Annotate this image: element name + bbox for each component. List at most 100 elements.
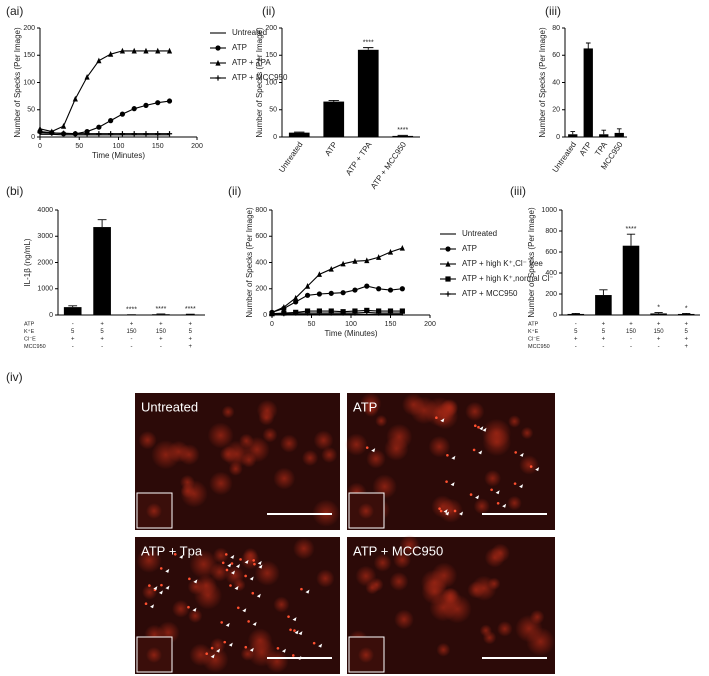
bar <box>583 48 593 137</box>
series-line <box>39 50 170 133</box>
arrowhead <box>502 503 507 508</box>
marker <box>376 286 382 292</box>
y-tick-label: 1000 <box>37 286 53 293</box>
arrowhead <box>244 559 249 564</box>
y-tick-label: 80 <box>552 25 560 32</box>
arrowhead <box>257 560 262 565</box>
x-tick-label: Untreated <box>277 140 305 174</box>
y-tick-label: 400 <box>255 259 267 266</box>
speck <box>300 587 303 591</box>
marker <box>304 310 311 316</box>
significance: **** <box>126 307 137 314</box>
significance: * <box>685 305 688 312</box>
x-tick-label: 50 <box>75 143 83 150</box>
speck <box>439 509 443 513</box>
marker <box>155 131 161 137</box>
cell <box>482 630 497 645</box>
x-tick-label: 100 <box>113 143 125 150</box>
marker <box>131 47 137 54</box>
condition-value: - <box>72 344 74 350</box>
speck <box>188 577 191 581</box>
x-tick-label: 0 <box>38 143 42 150</box>
speck <box>244 645 248 649</box>
cell <box>484 469 502 487</box>
y-axis-label: Number of Specks (Per Image) <box>538 27 547 138</box>
cell <box>221 405 235 419</box>
speck <box>312 641 316 645</box>
speck <box>496 502 500 505</box>
bar <box>181 314 200 315</box>
condition-value: + <box>602 322 606 328</box>
y-tick-label: 60 <box>552 52 560 59</box>
cell <box>313 430 334 451</box>
marker <box>376 254 382 260</box>
condition-value: 150 <box>626 329 637 335</box>
y-tick-label: 800 <box>255 207 267 214</box>
marker <box>328 310 334 316</box>
x-tick-label: 200 <box>191 143 203 150</box>
y-axis-label: Number of Specks (Per Image) <box>245 207 254 318</box>
marker <box>281 304 287 310</box>
arrowhead <box>475 495 480 500</box>
arrowhead <box>482 427 487 432</box>
condition-value: - <box>630 337 632 343</box>
arrowhead <box>440 418 445 423</box>
condition-value: 5 <box>602 329 606 335</box>
cell <box>473 498 490 515</box>
cell <box>375 414 388 427</box>
speck <box>148 584 151 587</box>
marker <box>131 106 137 112</box>
speck <box>291 654 295 657</box>
x-axis-label: Time (Minutes) <box>92 151 145 160</box>
y-tick-label: 100 <box>265 79 277 86</box>
condition-name: ATP <box>24 321 35 327</box>
speck <box>244 574 247 578</box>
y-tick-label: 200 <box>23 25 35 32</box>
marker <box>399 244 405 251</box>
condition-value: + <box>71 337 75 343</box>
speck <box>529 465 533 468</box>
condition-value: - <box>72 322 74 328</box>
arrowhead <box>292 617 297 622</box>
arrowhead <box>234 586 239 591</box>
y-tick-label: 0 <box>263 312 267 319</box>
x-tick-label: ATP + TPA <box>344 140 374 177</box>
y-tick-label: 1000 <box>541 207 557 214</box>
speck <box>477 425 480 429</box>
condition-name: K⁺E <box>528 328 539 335</box>
arrowhead <box>225 622 230 627</box>
arrowhead <box>179 554 184 559</box>
marker <box>340 310 346 316</box>
cell <box>279 434 299 453</box>
arrowhead <box>165 585 170 590</box>
error-bar <box>363 47 374 50</box>
marker <box>364 309 370 315</box>
marker <box>72 131 78 137</box>
arrowhead <box>451 455 456 460</box>
cell <box>496 621 513 637</box>
error-bar <box>570 131 576 135</box>
y-tick-label: 50 <box>269 107 277 114</box>
marker <box>119 111 126 117</box>
speck <box>446 453 449 457</box>
panel-label: (ii) <box>228 184 241 198</box>
cell <box>438 498 463 523</box>
condition-value: - <box>160 344 162 350</box>
cell <box>293 537 315 560</box>
speck <box>251 591 255 595</box>
arrowhead <box>294 630 299 635</box>
y-tick-label: 0 <box>556 134 560 141</box>
axes <box>57 210 205 316</box>
error-bar <box>626 233 636 246</box>
cell <box>180 480 208 508</box>
y-tick-label: 600 <box>545 249 557 256</box>
x-axis-label: Time (Minutes) <box>324 329 377 338</box>
condition-value: - <box>658 344 660 350</box>
marker <box>328 290 334 296</box>
marker <box>60 130 67 136</box>
error-bar <box>654 312 663 314</box>
marker <box>166 131 173 137</box>
marker <box>37 125 43 132</box>
cell <box>439 399 458 418</box>
legend-marker <box>215 59 221 66</box>
